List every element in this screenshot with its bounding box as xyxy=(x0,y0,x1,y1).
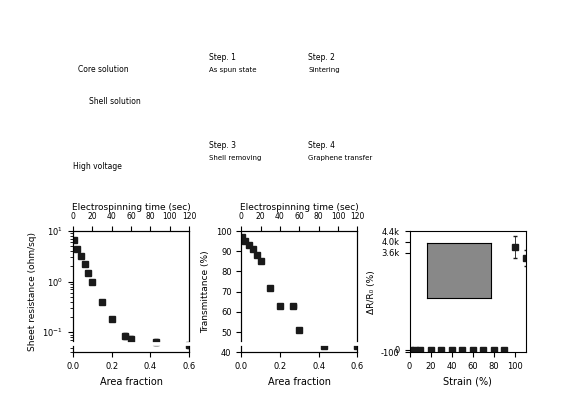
Text: High voltage: High voltage xyxy=(73,162,122,171)
X-axis label: Electrospinning time (sec): Electrospinning time (sec) xyxy=(240,202,359,211)
Y-axis label: ΔR/R₀ (%): ΔR/R₀ (%) xyxy=(367,270,376,314)
Y-axis label: Sheet resistance (ohm/sq): Sheet resistance (ohm/sq) xyxy=(28,232,37,351)
Text: Core solution: Core solution xyxy=(78,65,128,74)
Text: Step. 3: Step. 3 xyxy=(209,141,236,150)
X-axis label: Area fraction: Area fraction xyxy=(268,377,331,387)
Text: Shell solution: Shell solution xyxy=(89,97,141,106)
Text: Sintering: Sintering xyxy=(308,67,340,73)
X-axis label: Area fraction: Area fraction xyxy=(99,377,162,387)
Text: Shell removing: Shell removing xyxy=(209,155,261,161)
X-axis label: Electrospinning time (sec): Electrospinning time (sec) xyxy=(72,202,190,211)
X-axis label: Strain (%): Strain (%) xyxy=(443,377,492,387)
Y-axis label: Transmittance (%): Transmittance (%) xyxy=(201,250,210,333)
Text: Step. 2: Step. 2 xyxy=(308,53,335,62)
Text: Step. 4: Step. 4 xyxy=(308,141,335,150)
Text: Step. 1: Step. 1 xyxy=(209,53,236,62)
Text: Graphene transfer: Graphene transfer xyxy=(308,155,373,161)
Text: As spun state: As spun state xyxy=(209,67,256,73)
